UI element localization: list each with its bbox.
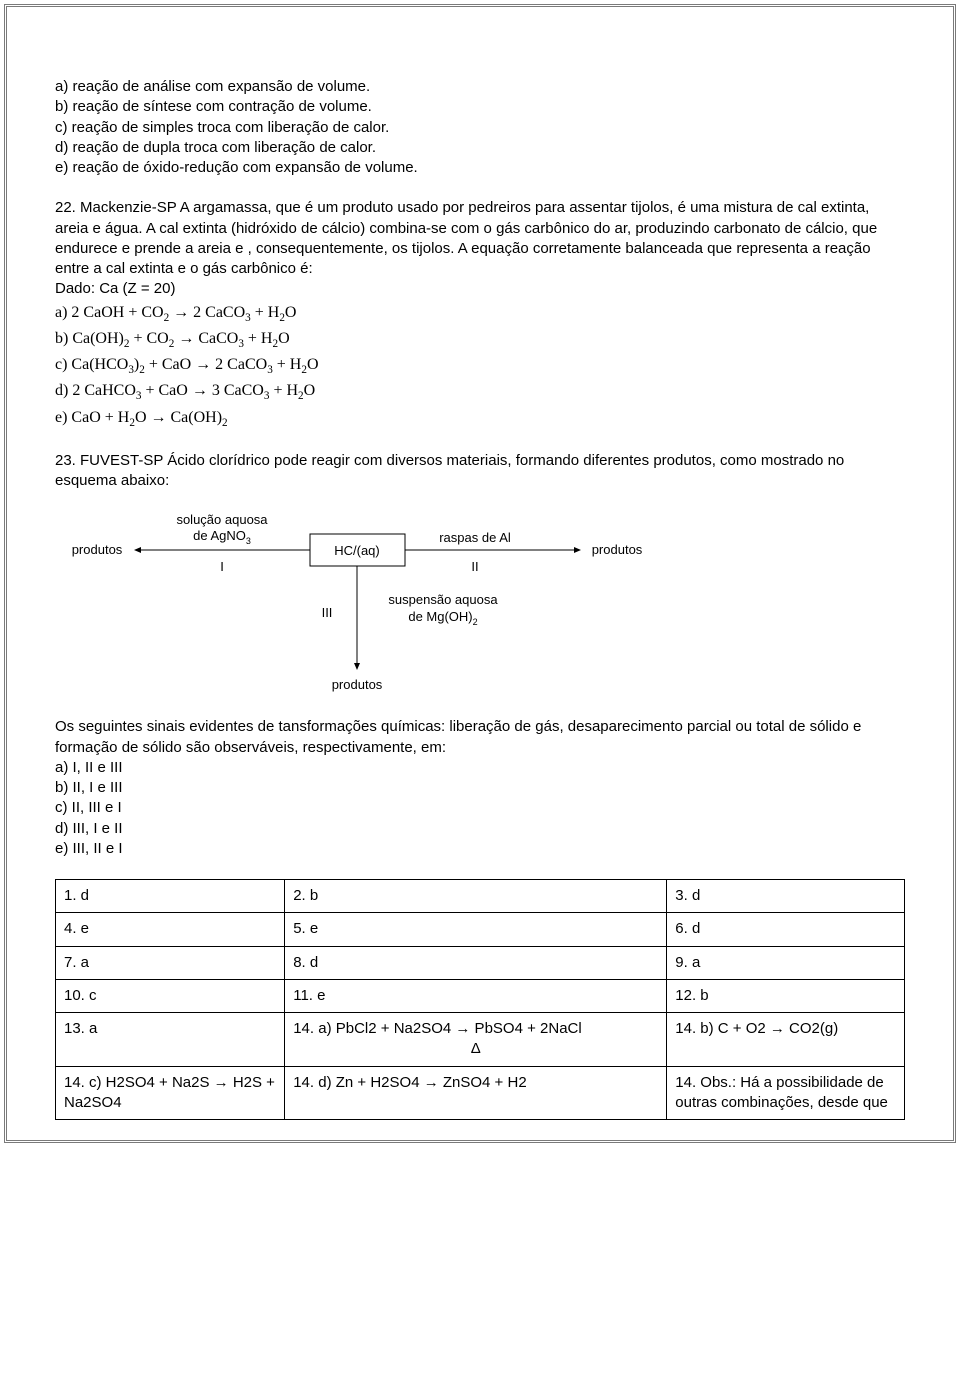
cell: 10. c xyxy=(56,979,285,1012)
svg-text:suspensão aquosa: suspensão aquosa xyxy=(388,592,498,607)
cell: 2. b xyxy=(285,880,667,913)
q23-stem: 23. FUVEST-SP Ácido clorídrico pode reag… xyxy=(55,451,905,492)
cell: 12. b xyxy=(667,979,905,1012)
q21-d: d) reação de dupla troca com liberação d… xyxy=(55,138,905,158)
cell: 4. e xyxy=(56,913,285,946)
q22-stem: 22. Mackenzie-SP A argamassa, que é um p… xyxy=(55,198,905,279)
cell-line: 14. a) PbCl2 + Na2SO4 → PbSO4 + 2NaCl xyxy=(293,1019,658,1039)
q22-opt-a: a) 2 CaOH + CO2 → 2 CaCO3 + H2O xyxy=(55,302,905,326)
cell: 14. Obs.: Há a possibilidade de outras c… xyxy=(667,1066,905,1120)
table-row: 4. e 5. e 6. d xyxy=(56,913,905,946)
q22-opt-b: b) Ca(OH)2 + CO2 → CaCO3 + H2O xyxy=(55,328,905,352)
q23-diagram: HC/(aq) produtos solução aquosa de AgNO3… xyxy=(55,499,905,699)
table-row: 7. a 8. d 9. a xyxy=(56,946,905,979)
svg-text:solução aquosa: solução aquosa xyxy=(176,512,268,527)
q22-opt-d: d) 2 CaHCO3 + CaO → 3 CaCO3 + H2O xyxy=(55,380,905,404)
answer-table: 1. d 2. b 3. d 4. e 5. e 6. d 7. a 8. d … xyxy=(55,879,905,1120)
svg-text:produtos: produtos xyxy=(72,542,123,557)
table-row: 10. c 11. e 12. b xyxy=(56,979,905,1012)
q22-opt-e: e) CaO + H2O → Ca(OH)2 xyxy=(55,407,905,431)
q21-a: a) reação de análise com expansão de vol… xyxy=(55,77,905,97)
svg-text:HC/(aq): HC/(aq) xyxy=(334,543,380,558)
q22-opt-c: c) Ca(HCO3)2 + CaO → 2 CaCO3 + H2O xyxy=(55,354,905,378)
cell: 11. e xyxy=(285,979,667,1012)
cell: 13. a xyxy=(56,1013,285,1067)
svg-text:produtos: produtos xyxy=(592,542,643,557)
q23: 23. FUVEST-SP Ácido clorídrico pode reag… xyxy=(55,451,905,859)
cell-line: Δ xyxy=(293,1039,658,1059)
cell: 7. a xyxy=(56,946,285,979)
cell: 6. d xyxy=(667,913,905,946)
q22-equations: a) 2 CaOH + CO2 → 2 CaCO3 + H2O b) Ca(OH… xyxy=(55,302,905,431)
q23-after: Os seguintes sinais evidentes de tansfor… xyxy=(55,717,905,758)
q23-c: c) II, III e I xyxy=(55,798,905,818)
cell: 8. d xyxy=(285,946,667,979)
q21-options: a) reação de análise com expansão de vol… xyxy=(55,77,905,178)
cell: 5. e xyxy=(285,913,667,946)
q21-b: b) reação de síntese com contração de vo… xyxy=(55,97,905,117)
q21-c: c) reação de simples troca com liberação… xyxy=(55,118,905,138)
q23-a: a) I, II e III xyxy=(55,758,905,778)
q23-d: d) III, I e II xyxy=(55,819,905,839)
page-border: a) reação de análise com expansão de vol… xyxy=(4,4,956,1143)
svg-text:III: III xyxy=(322,605,333,620)
cell: 14. b) C + O2 → CO2(g) xyxy=(667,1013,905,1067)
svg-text:raspas de Al: raspas de Al xyxy=(439,530,511,545)
cell: 3. d xyxy=(667,880,905,913)
q21-e: e) reação de óxido-redução com expansão … xyxy=(55,158,905,178)
q23-b: b) II, I e III xyxy=(55,778,905,798)
svg-text:de AgNO3: de AgNO3 xyxy=(193,528,251,546)
svg-text:de Mg(OH)2: de Mg(OH)2 xyxy=(408,609,477,627)
cell: 1. d xyxy=(56,880,285,913)
q23-diagram-svg: HC/(aq) produtos solução aquosa de AgNO3… xyxy=(55,499,675,699)
q22: 22. Mackenzie-SP A argamassa, que é um p… xyxy=(55,198,905,431)
page: a) reação de análise com expansão de vol… xyxy=(7,7,953,1140)
table-row: 1. d 2. b 3. d xyxy=(56,880,905,913)
q23-e: e) III, II e I xyxy=(55,839,905,859)
table-row: 13. a 14. a) PbCl2 + Na2SO4 → PbSO4 + 2N… xyxy=(56,1013,905,1067)
cell: 9. a xyxy=(667,946,905,979)
table-row: 14. c) H2SO4 + Na2S → H2S + Na2SO4 14. d… xyxy=(56,1066,905,1120)
cell: 14. a) PbCl2 + Na2SO4 → PbSO4 + 2NaCl Δ xyxy=(285,1013,667,1067)
svg-text:I: I xyxy=(220,559,224,574)
svg-text:produtos: produtos xyxy=(332,677,383,692)
q22-dado: Dado: Ca (Z = 20) xyxy=(55,279,905,299)
cell: 14. d) Zn + H2SO4 → ZnSO4 + H2 xyxy=(285,1066,667,1120)
cell: 14. c) H2SO4 + Na2S → H2S + Na2SO4 xyxy=(56,1066,285,1120)
svg-text:II: II xyxy=(471,559,478,574)
